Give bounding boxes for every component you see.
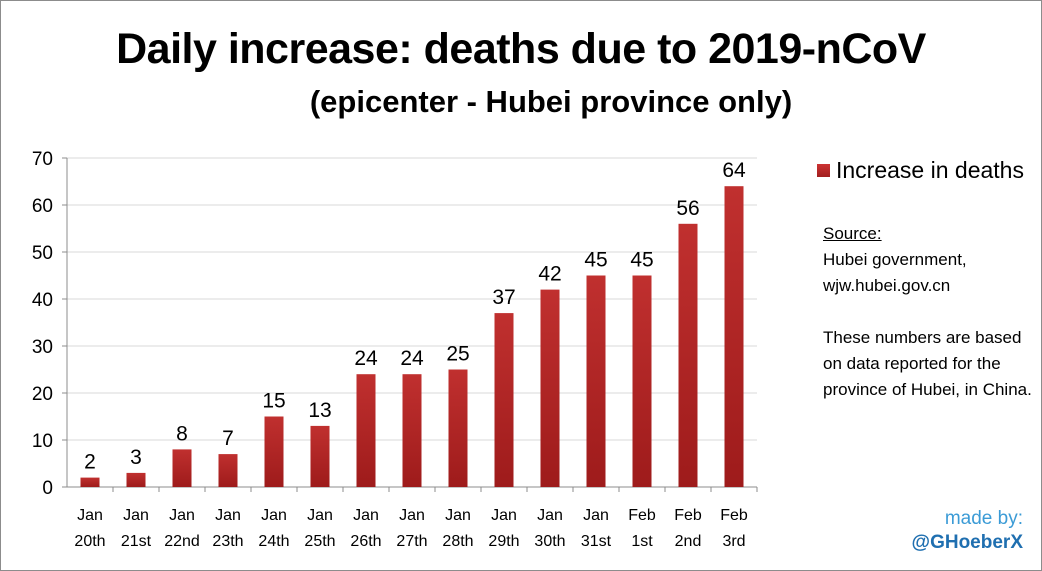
data-label: 37 xyxy=(492,286,515,309)
y-tick-label: 0 xyxy=(42,478,53,499)
x-tick-label-month: Feb xyxy=(628,507,656,524)
x-tick-label-month: Feb xyxy=(720,507,748,524)
data-label: 8 xyxy=(176,422,188,445)
data-label: 42 xyxy=(538,263,561,286)
bar xyxy=(540,289,560,487)
y-tick-label: 70 xyxy=(32,149,53,170)
x-tick-label-day: 1st xyxy=(631,533,653,550)
bar xyxy=(678,223,698,488)
credit-handle: @GHoeberX xyxy=(911,532,1023,553)
x-tick-label-month: Jan xyxy=(261,507,287,524)
x-tick-label-month: Jan xyxy=(123,507,149,524)
x-tick-label-day: 22nd xyxy=(164,533,200,550)
bar xyxy=(586,275,606,487)
data-label: 15 xyxy=(262,390,285,413)
legend-swatch xyxy=(817,164,830,177)
x-tick-label-day: 3rd xyxy=(722,533,745,550)
x-tick-label-day: 25th xyxy=(304,533,335,550)
data-label: 7 xyxy=(222,427,234,450)
x-tick-label-month: Jan xyxy=(445,507,471,524)
bar xyxy=(724,186,744,487)
x-tick-label-day: 24th xyxy=(258,533,289,550)
x-tick-label-day: 23th xyxy=(212,533,243,550)
data-label: 13 xyxy=(308,399,331,422)
x-tick-label-day: 27th xyxy=(396,533,427,550)
source-note: Source: Hubei government, wjw.hubei.gov.… xyxy=(823,221,1033,403)
bar xyxy=(218,454,238,487)
bar xyxy=(264,416,284,487)
data-label: 3 xyxy=(130,446,142,469)
y-tick-label: 20 xyxy=(32,384,53,405)
x-tick-label-month: Feb xyxy=(674,507,702,524)
data-label: 24 xyxy=(400,347,424,370)
x-tick-label-month: Jan xyxy=(537,507,563,524)
x-tick-label-day: 20th xyxy=(74,533,105,550)
x-tick-label-month: Jan xyxy=(491,507,517,524)
x-tick-label-month: Jan xyxy=(353,507,379,524)
data-note: These numbers are based on data reported… xyxy=(823,328,1032,399)
y-tick-label: 50 xyxy=(32,243,53,264)
bar xyxy=(448,369,468,487)
source-heading: Source: xyxy=(823,224,882,243)
chart-title: Daily increase: deaths due to 2019-nCoV xyxy=(116,25,926,73)
y-tick-label: 10 xyxy=(32,431,53,452)
x-tick-label-month: Jan xyxy=(215,507,241,524)
x-tick-label-day: 29th xyxy=(488,533,519,550)
source-line-2: wjw.hubei.gov.cn xyxy=(823,276,951,295)
x-tick-label-day: 2nd xyxy=(675,533,702,550)
data-label: 45 xyxy=(584,249,607,272)
bar xyxy=(494,313,514,487)
bar xyxy=(632,275,652,487)
author-credit: made by: @GHoeberX xyxy=(912,507,1023,555)
y-tick-label: 40 xyxy=(32,290,53,311)
x-tick-label-month: Jan xyxy=(169,507,195,524)
legend-label: Increase in deaths xyxy=(836,157,1024,183)
bar xyxy=(80,477,100,487)
bar xyxy=(402,374,422,487)
x-tick-label-day: 31st xyxy=(581,533,612,550)
data-label: 24 xyxy=(354,347,378,370)
bar xyxy=(126,472,146,487)
chart-legend: Increase in deaths xyxy=(817,155,1024,185)
x-tick-label-month: Jan xyxy=(77,507,103,524)
data-label: 25 xyxy=(446,343,469,366)
x-tick-label-day: 30th xyxy=(534,533,565,550)
chart-subtitle: (epicenter - Hubei province only) xyxy=(309,84,793,119)
y-tick-label: 30 xyxy=(32,337,53,358)
bar xyxy=(172,449,192,487)
bar xyxy=(310,425,330,487)
data-label: 2 xyxy=(84,451,96,474)
data-label: 64 xyxy=(722,159,746,182)
credit-label: made by: xyxy=(944,508,1023,529)
data-label: 56 xyxy=(676,197,699,220)
x-tick-label-day: 28th xyxy=(442,533,473,550)
x-tick-label-day: 26th xyxy=(350,533,381,550)
x-tick-label-month: Jan xyxy=(583,507,609,524)
x-tick-label-day: 21st xyxy=(121,533,152,550)
x-tick-label-month: Jan xyxy=(307,507,333,524)
data-label: 45 xyxy=(630,249,653,272)
x-tick-label-month: Jan xyxy=(399,507,425,524)
source-line-1: Hubei government, xyxy=(823,250,967,269)
bar xyxy=(356,374,376,487)
y-tick-label: 60 xyxy=(32,196,53,217)
